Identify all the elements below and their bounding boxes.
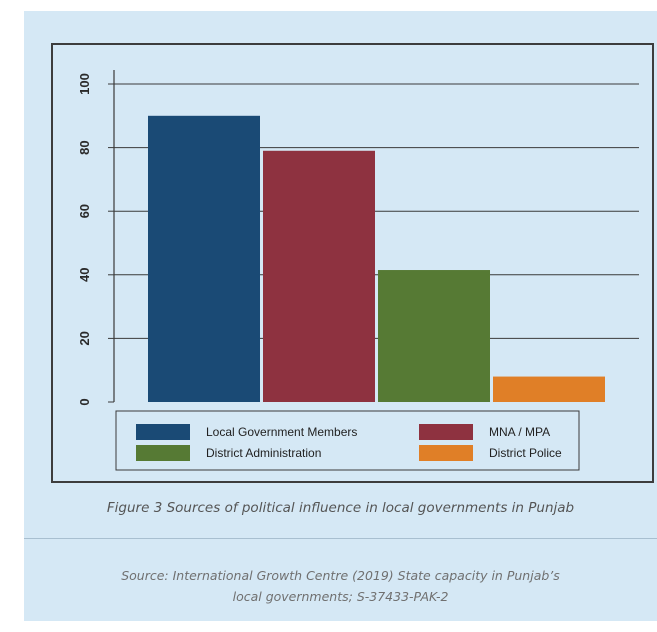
figure-caption: Figure 3 Sources of political influence … (106, 500, 575, 516)
legend-label: District Police (489, 446, 562, 460)
legend-swatch (419, 445, 473, 461)
y-tick-label: 80 (77, 140, 92, 154)
divider (24, 538, 657, 539)
bar-chart: 0 20 40 60 80 100 Local Government Members MNA … (77, 70, 639, 471)
legend-swatch (136, 424, 190, 440)
chart-frame: 0 20 40 60 80 100 Local Government Members MNA … (51, 43, 654, 483)
y-tick-label: 20 (77, 331, 92, 345)
bar (378, 270, 490, 402)
source-line-1: Source: International Growth Centre (201… (121, 568, 560, 583)
bar (493, 376, 605, 402)
legend-swatch (136, 445, 190, 461)
source-line-2: local governments; S-37433-PAK-2 (232, 589, 449, 604)
source-note: Source: International Growth Centre (201… (24, 565, 657, 607)
legend-label: MNA / MPA (489, 425, 550, 439)
legend-label: District Administration (206, 446, 321, 460)
legend-label: Local Government Members (206, 425, 357, 439)
bar (263, 150, 375, 402)
y-tick-label: 40 (77, 268, 92, 282)
legend-box (115, 410, 580, 471)
legend-swatch (419, 424, 473, 440)
y-tick-label: 100 (77, 73, 92, 95)
y-tick-label: 60 (77, 204, 92, 218)
bar (148, 115, 260, 403)
y-tick-label: 0 (77, 398, 92, 405)
